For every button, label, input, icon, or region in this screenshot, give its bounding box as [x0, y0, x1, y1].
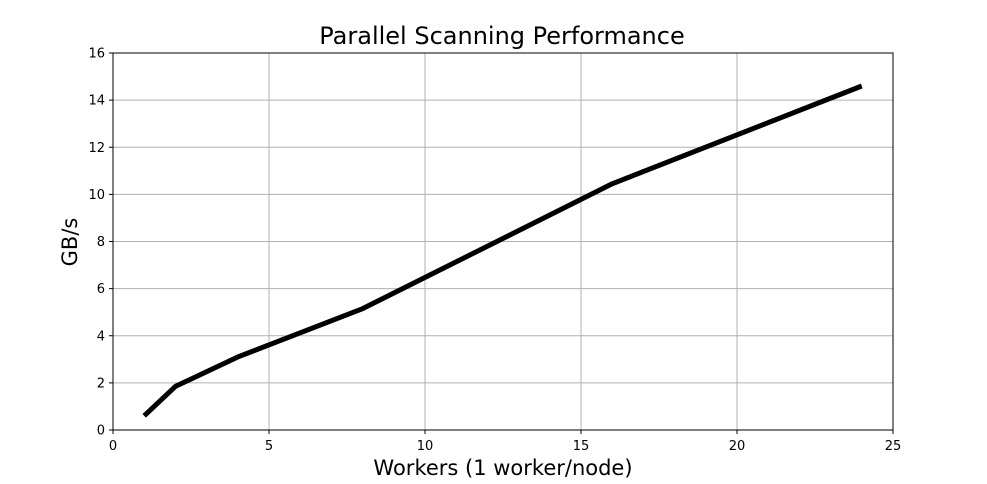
y-tick-label: 6: [97, 282, 105, 297]
y-tick-label: 14: [88, 94, 105, 109]
x-axis: 0 5 10 15 20 25: [109, 430, 901, 454]
chart-title: Parallel Scanning Performance: [319, 22, 684, 50]
y-tick-label: 0: [97, 424, 105, 439]
series-line: [142, 83, 863, 418]
y-axis: 0 2 4 6 8 10 12 14 16: [88, 47, 113, 439]
y-tick-label: 12: [88, 141, 105, 156]
x-tick-label: 5: [265, 439, 273, 454]
x-tick-label: 25: [885, 439, 902, 454]
y-axis-label: GB/s: [58, 218, 82, 267]
x-tick-label: 0: [109, 439, 117, 454]
y-tick-label: 2: [97, 376, 105, 391]
y-tick-label: 10: [88, 188, 105, 203]
x-tick-label: 20: [729, 439, 746, 454]
x-tick-label: 15: [573, 439, 590, 454]
x-tick-label: 10: [417, 439, 434, 454]
y-tick-label: 16: [88, 47, 105, 62]
gridlines: [112, 52, 894, 431]
series-layer: [142, 83, 863, 418]
y-tick-label: 8: [97, 235, 105, 250]
y-tick-label: 4: [97, 329, 105, 344]
x-axis-label: Workers (1 worker/node): [373, 456, 632, 480]
